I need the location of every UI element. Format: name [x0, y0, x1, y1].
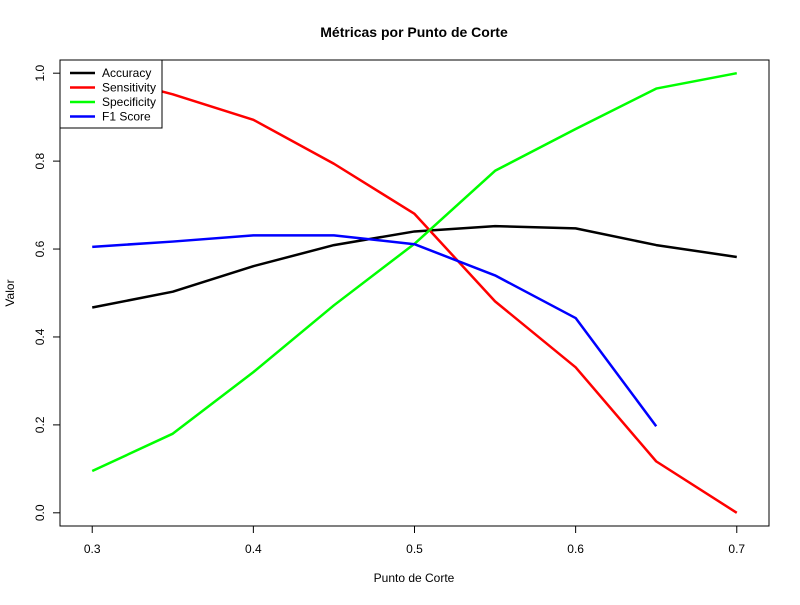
series-line [91, 71, 738, 473]
series-accuracy [91, 224, 737, 309]
y-tick-label: 0.4 [33, 328, 47, 345]
y-tick-label: 0.8 [33, 152, 47, 169]
x-tick-label: 0.7 [728, 542, 745, 556]
chart-title: Métricas por Punto de Corte [320, 24, 508, 40]
series-specificity [91, 71, 738, 473]
legend-label: Accuracy [102, 66, 151, 80]
legend-label: F1 Score [102, 110, 151, 124]
legend-label: Sensitivity [102, 81, 156, 95]
x-axis-label: Punto de Corte [374, 571, 455, 585]
y-tick-label: 0.0 [33, 504, 47, 521]
series-line [91, 71, 738, 514]
y-axis-label: Valor [3, 279, 17, 306]
series-line [91, 224, 737, 309]
legend-item: Specificity [70, 95, 156, 109]
y-tick-label: 1.0 [33, 65, 47, 82]
x-tick-label: 0.6 [567, 542, 584, 556]
y-tick-label: 0.6 [33, 240, 47, 257]
legend-item: Sensitivity [70, 81, 156, 95]
legend-item: Accuracy [70, 66, 151, 80]
y-tick-label: 0.2 [33, 416, 47, 433]
series-f1-score [92, 234, 658, 427]
legend-label: Specificity [102, 95, 156, 109]
series-lines [91, 71, 738, 514]
x-tick-label: 0.3 [84, 542, 101, 556]
series-sensitivity [91, 71, 738, 514]
y-axis: 0.0 0.2 0.4 0.6 0.8 1.0 [33, 65, 61, 521]
series-line [92, 234, 658, 427]
legend-item: F1 Score [70, 110, 151, 124]
x-axis: 0.3 0.4 0.5 0.6 0.7 [84, 525, 745, 556]
x-tick-label: 0.5 [406, 542, 423, 556]
x-tick-label: 0.4 [245, 542, 262, 556]
